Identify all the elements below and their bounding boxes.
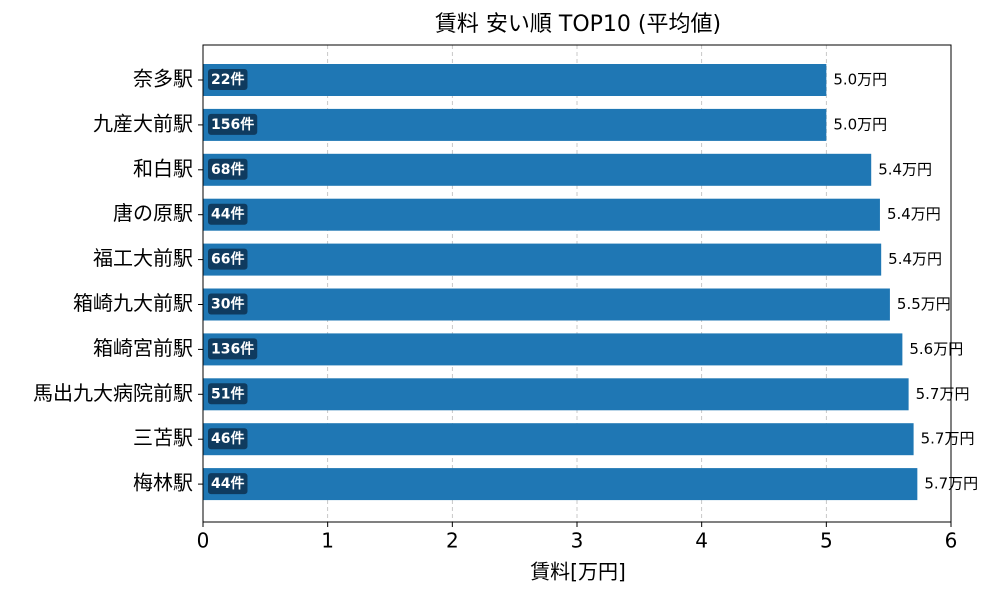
- count-badge: [208, 248, 248, 270]
- count-badge: [208, 383, 248, 405]
- count-label: 136件: [211, 340, 254, 357]
- y-tick-label: 福工大前駅: [93, 246, 193, 270]
- value-label: 5.7万円: [921, 430, 975, 448]
- count-label: 46件: [211, 430, 244, 447]
- x-axis-label: 賃料[万円]: [530, 560, 626, 584]
- count-badge: [208, 293, 248, 315]
- bar: [203, 64, 827, 96]
- count-badge: [208, 473, 248, 495]
- y-tick-label: 馬出九大病院前駅: [33, 381, 193, 405]
- value-label: 5.0万円: [833, 71, 887, 89]
- count-badge: [208, 158, 248, 180]
- y-tick-label: 奈多駅: [133, 67, 193, 91]
- count-badge: [208, 203, 248, 225]
- bar: [203, 198, 880, 231]
- count-label: 22件: [211, 71, 244, 88]
- y-tick-label: 和白駅: [133, 156, 193, 180]
- count-badge: [208, 338, 258, 360]
- x-tick-label: 5: [820, 529, 833, 553]
- count-label: 51件: [211, 385, 244, 402]
- count-badge: [208, 113, 258, 135]
- x-tick-label: 2: [446, 529, 459, 553]
- count-label: 68件: [211, 161, 244, 178]
- value-label: 5.7万円: [916, 385, 970, 403]
- x-tick-label: 3: [571, 529, 584, 553]
- y-tick-label: 箱崎宮前駅: [93, 336, 193, 360]
- value-label: 5.5万円: [897, 295, 951, 313]
- bar: [203, 468, 918, 501]
- bar: [203, 288, 890, 321]
- x-tick-label: 6: [945, 529, 958, 553]
- plot-frame: [202, 44, 952, 523]
- bar: [203, 378, 909, 411]
- bar: [203, 423, 914, 456]
- x-tick-label: 1: [321, 529, 334, 553]
- bar: [203, 153, 872, 186]
- value-label: 5.0万円: [833, 115, 887, 133]
- x-tick-label: 0: [197, 529, 210, 553]
- count-label: 44件: [211, 206, 244, 223]
- y-tick-label: 三苫駅: [133, 426, 193, 450]
- x-tick-label: 4: [695, 529, 708, 553]
- count-label: 30件: [211, 296, 244, 313]
- value-label: 5.4万円: [888, 250, 942, 268]
- y-tick-label: 九産大前駅: [93, 111, 193, 135]
- bar: [203, 333, 903, 366]
- y-tick-label: 梅林駅: [133, 471, 193, 495]
- count-badge: [208, 428, 248, 450]
- y-tick-label: 箱崎九大前駅: [73, 291, 193, 315]
- count-badge: [208, 69, 248, 90]
- value-label: 5.4万円: [887, 205, 941, 223]
- count-label: 66件: [211, 251, 244, 268]
- value-label: 5.4万円: [878, 160, 932, 178]
- chart-title: 賃料 安い順 TOP10 (平均値): [435, 12, 721, 37]
- value-label: 5.6万円: [909, 340, 963, 358]
- bar: [203, 243, 882, 276]
- count-label: 156件: [211, 116, 254, 133]
- bar: [203, 108, 827, 141]
- y-tick-label: 唐の原駅: [113, 201, 193, 225]
- count-label: 44件: [211, 475, 244, 492]
